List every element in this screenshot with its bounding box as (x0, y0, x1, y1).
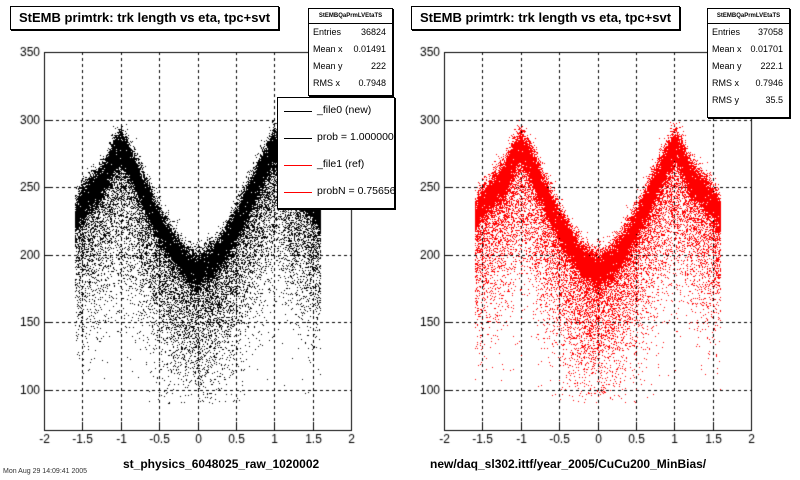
stats-value: 222 (370, 61, 386, 71)
stats-key: RMS y (712, 95, 739, 105)
stats-value: 35.5 (765, 95, 783, 105)
right-stats-box: StEMBQaPrmLVEtaTS Entries 37058 Mean x 0.0… (707, 8, 790, 118)
stats-key: Mean y (313, 61, 343, 71)
left-stats-row: RMS x 0.7948 (309, 75, 392, 92)
left-panel-title: StEMB primtrk: trk length vs eta, tpc+sv… (10, 6, 280, 30)
right-stats-name: StEMBQaPrmLVEtaTS (708, 9, 789, 24)
stats-key: Mean x (313, 44, 343, 54)
legend-label: prob = 1.000000 (317, 131, 394, 143)
legend-label: _file1 (ref) (317, 158, 365, 170)
right-stats-row: RMS y 35.5 (708, 92, 789, 109)
stats-key: RMS x (313, 78, 340, 88)
left-stats-box: StEMBQaPrmLVEtaTS Entries 36824 Mean x 0.0… (308, 8, 393, 96)
left-x-axis-title: st_physics_6048025_raw_1020002 (123, 457, 320, 471)
right-panel-title: StEMB primtrk: trk length vs eta, tpc+sv… (411, 6, 681, 30)
legend-entry: probN = 0.756566 (278, 179, 394, 206)
stats-value: 0.7948 (358, 78, 386, 88)
legend-line (284, 165, 312, 166)
stats-key: Mean y (712, 61, 742, 71)
stats-key: Entries (712, 27, 741, 37)
stats-key: Entries (313, 27, 342, 37)
right-x-axis-title: new/daq_sl302.ittf/year_2005/CuCu200_Min… (430, 457, 707, 471)
right-stats-row: Mean y 222.1 (708, 58, 789, 75)
legend-label: probN = 0.756566 (317, 185, 395, 197)
stats-key: Mean x (712, 44, 742, 54)
stats-value: 36824 (360, 27, 386, 37)
legend-line (284, 111, 312, 112)
legend-entry: prob = 1.000000 (278, 125, 394, 152)
legend-entry: _file1 (ref) (278, 152, 394, 179)
right-stats-row: Mean x 0.01701 (708, 41, 789, 58)
legend-label: _file0 (new) (317, 104, 372, 116)
stats-key: RMS x (712, 78, 739, 88)
left-stats-name: StEMBQaPrmLVEtaTS (309, 9, 392, 24)
stats-value: 0.7946 (755, 78, 783, 88)
legend-line (284, 192, 312, 193)
left-stats-row: Mean x 0.01491 (309, 41, 392, 58)
legend-box: _file0 (new) prob = 1.000000 _file1 (ref… (277, 97, 395, 209)
left-stats-row: Mean y 222 (309, 58, 392, 75)
stats-value: 37058 (757, 27, 783, 37)
stats-value: 0.01701 (750, 44, 783, 54)
stats-value: 0.01491 (353, 44, 386, 54)
stats-value: 222.1 (760, 61, 783, 71)
footer-timestamp: Mon Aug 29 14:09:41 2005 (3, 468, 88, 475)
right-stats-row: Entries 37058 (708, 24, 789, 41)
left-stats-row: Entries 36824 (309, 24, 392, 41)
legend-entry: _file0 (new) (278, 98, 394, 125)
legend-line (284, 138, 312, 139)
right-stats-row: RMS x 0.7946 (708, 75, 789, 92)
